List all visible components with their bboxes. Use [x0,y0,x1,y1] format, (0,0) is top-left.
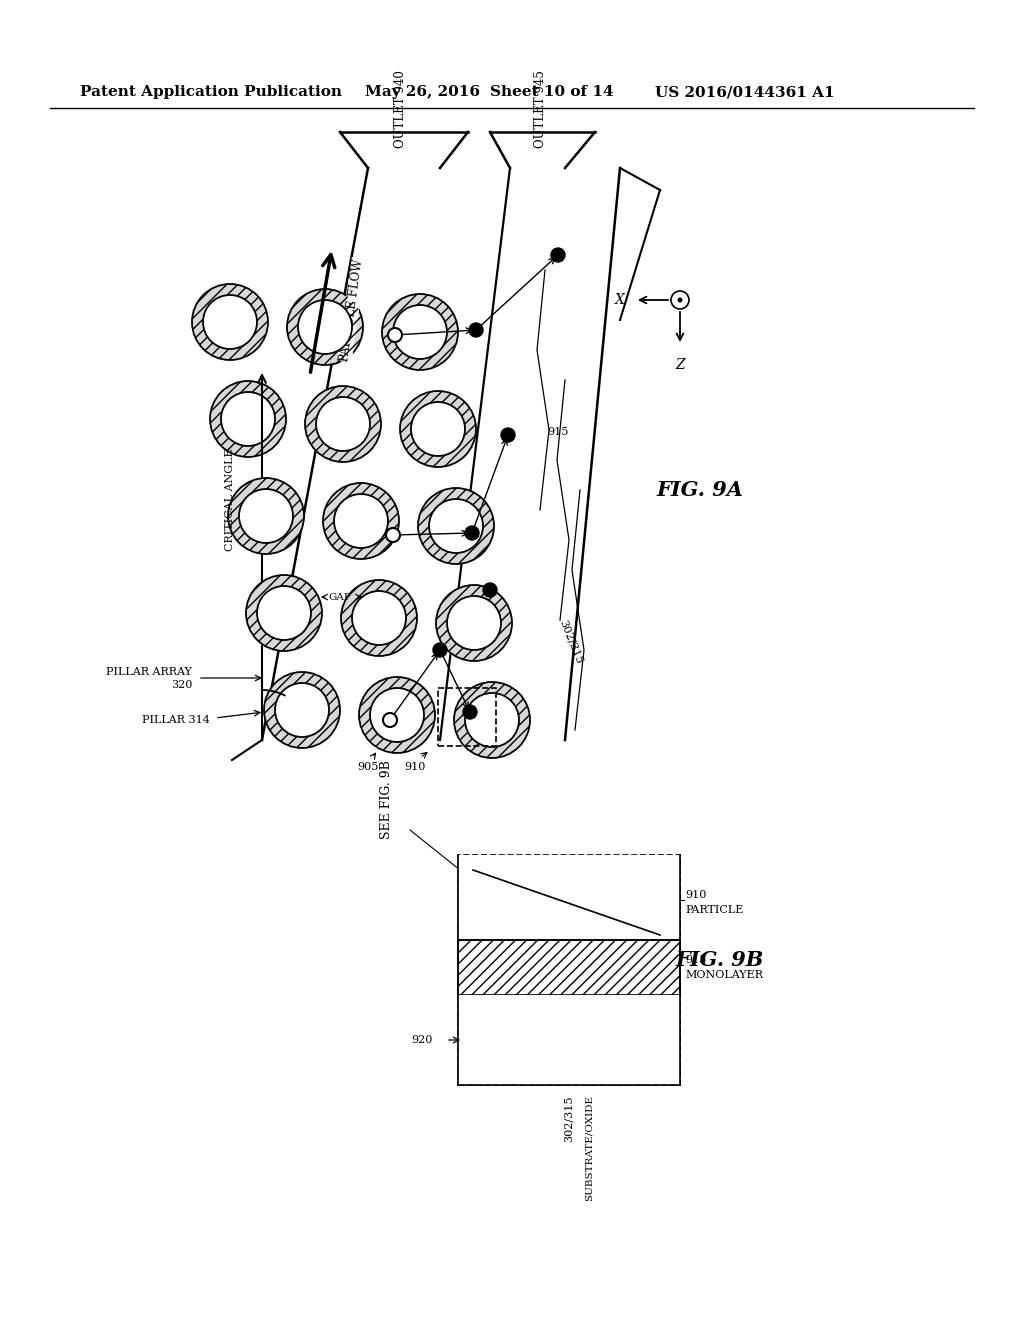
Circle shape [382,294,458,370]
Bar [458,995,680,1085]
Text: PARTICLE: PARTICLE [685,906,743,915]
Text: Patent Application Publication: Patent Application Publication [80,84,342,99]
Text: FIG. 9A: FIG. 9A [656,480,743,500]
Circle shape [370,688,424,742]
Text: 320: 320 [171,680,193,690]
Text: PARTICLE FLOW: PARTICLE FLOW [338,257,366,362]
Circle shape [298,300,352,354]
Circle shape [436,585,512,661]
Circle shape [393,305,447,359]
Circle shape [463,705,477,719]
Circle shape [418,488,494,564]
Circle shape [501,428,515,442]
Circle shape [228,478,304,554]
Text: 920: 920 [412,1035,433,1045]
Text: MONOLAYER: MONOLAYER [685,970,763,979]
Circle shape [465,693,519,747]
Text: PILLAR 314: PILLAR 314 [142,715,210,725]
Circle shape [210,381,286,457]
Circle shape [323,483,399,558]
Text: 910: 910 [404,762,426,772]
Text: 910: 910 [685,890,707,900]
Circle shape [221,392,275,446]
Text: OUTLET 945: OUTLET 945 [534,70,547,148]
Circle shape [316,397,370,451]
Circle shape [246,576,322,651]
Circle shape [469,323,483,337]
Circle shape [275,682,329,737]
Text: 915: 915 [685,954,707,965]
Text: May 26, 2016: May 26, 2016 [365,84,480,99]
Circle shape [386,528,400,543]
Text: Sheet 10 of 14: Sheet 10 of 14 [490,84,613,99]
Bar [458,940,680,995]
Circle shape [465,525,479,540]
Circle shape [671,290,689,309]
Text: OUTLET 940: OUTLET 940 [393,70,407,148]
Text: X: X [615,293,625,308]
Text: 302/315: 302/315 [564,1096,574,1142]
Circle shape [257,586,311,640]
Circle shape [447,597,501,649]
Text: US 2016/0144361 A1: US 2016/0144361 A1 [655,84,835,99]
Circle shape [400,391,476,467]
Circle shape [193,284,268,360]
Circle shape [411,403,465,455]
Text: α: α [287,693,298,710]
Circle shape [305,385,381,462]
Circle shape [388,327,402,342]
Circle shape [433,643,447,657]
Circle shape [341,579,417,656]
Text: Z: Z [675,358,685,372]
Text: PILLAR ARRAY: PILLAR ARRAY [106,667,193,677]
Circle shape [429,499,483,553]
Circle shape [454,682,530,758]
Circle shape [551,248,565,261]
Circle shape [203,294,257,348]
Circle shape [678,297,683,302]
Circle shape [383,713,397,727]
Circle shape [352,591,406,645]
Text: 302/315: 302/315 [558,619,585,665]
Text: SUBSTRATE/OXIDE: SUBSTRATE/OXIDE [585,1096,594,1201]
Circle shape [483,583,497,597]
Bar [438,688,496,746]
Circle shape [359,677,435,752]
Text: CRITICAL ANGLE: CRITICAL ANGLE [225,449,234,552]
Text: 915: 915 [547,426,568,437]
Bar [458,855,680,940]
Circle shape [287,289,362,366]
Text: SEE FIG. 9B: SEE FIG. 9B [380,760,393,840]
Circle shape [239,488,293,543]
Text: GAP: GAP [329,593,351,602]
Circle shape [334,494,388,548]
Bar [458,855,680,1085]
Text: FIG. 9B: FIG. 9B [676,950,764,970]
Text: 905: 905 [357,762,379,772]
Circle shape [264,672,340,748]
